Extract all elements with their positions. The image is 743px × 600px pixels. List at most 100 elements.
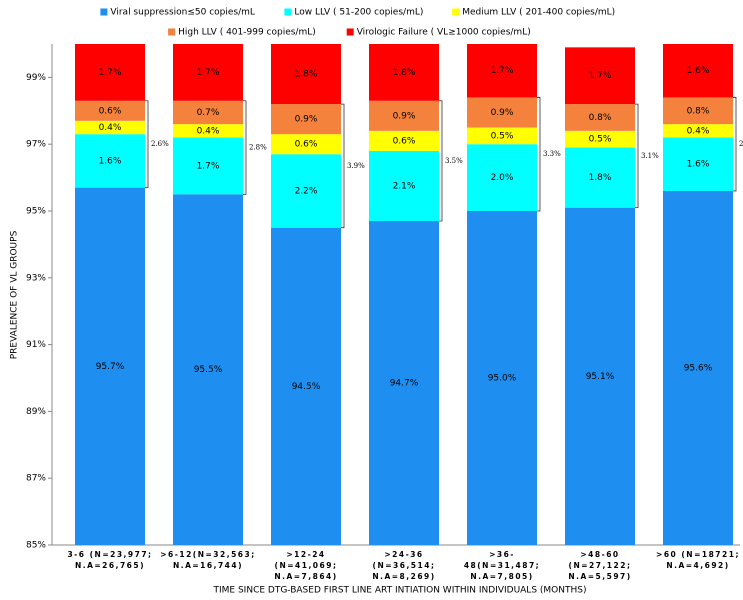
x-tick-label-box: >6-12(N=32,563; N.A=16,744) xyxy=(160,550,256,570)
data-label: 1.7% xyxy=(197,68,220,78)
bar-segment xyxy=(369,44,439,101)
bar-segment xyxy=(467,144,537,211)
bracket-label: 3.9% xyxy=(347,162,365,170)
y-tick-label: 87% xyxy=(26,474,46,484)
data-label: 95.5% xyxy=(194,365,223,375)
bar-segment xyxy=(75,187,145,545)
bar-segment xyxy=(467,44,537,98)
bracket-label: 3.1% xyxy=(641,152,659,160)
data-label: 1.8% xyxy=(393,68,416,78)
bar-segment xyxy=(565,207,635,545)
bar-segment xyxy=(663,137,733,191)
data-label: 0.7% xyxy=(197,108,220,118)
data-label: 2.1% xyxy=(393,181,416,191)
legend-swatch xyxy=(168,28,176,36)
bar-segment xyxy=(467,97,537,128)
data-label: 95.1% xyxy=(586,372,615,382)
data-label: 0.8% xyxy=(589,113,612,123)
bar-segment xyxy=(467,127,537,145)
bracket xyxy=(145,100,149,189)
x-tick-label-box: 3-6 (N=23,977; N.A=26,765) xyxy=(67,550,153,570)
x-tick-label-box: >36-48(N=31,487; N.A=7,805) xyxy=(464,550,539,581)
bar-segment xyxy=(369,130,439,151)
y-tick-label: 97% xyxy=(26,140,46,150)
x-tick-label: >60 (N=18721; N.A=4,692) xyxy=(656,550,740,570)
legend-label: Medium LLV ( 201-400 copies/mL) xyxy=(462,8,615,18)
x-tick-label: 3-6 (N=23,977; N.A=26,765) xyxy=(67,550,153,570)
data-label: 1.6% xyxy=(687,160,710,170)
x-axis-label: TIME SINCE DTG-BASED FIRST LINE ART INTI… xyxy=(213,586,587,596)
y-tick-label: 93% xyxy=(26,273,46,283)
x-tick-label: >12-24 (N=41,069; N.A=7,864) xyxy=(274,550,338,581)
legend-swatch xyxy=(100,8,108,16)
bar-segment xyxy=(173,194,243,546)
data-label: 0.9% xyxy=(491,108,514,118)
bar-segment xyxy=(369,150,439,222)
bar-segment xyxy=(565,130,635,148)
data-label: 2.0% xyxy=(491,173,514,183)
y-tick-label: 89% xyxy=(26,407,46,417)
data-label: 1.7% xyxy=(589,71,612,81)
data-label: 0.5% xyxy=(491,131,514,141)
data-label: 1.6% xyxy=(687,66,710,76)
bracket xyxy=(341,103,345,229)
data-label: 2.2% xyxy=(295,186,318,196)
x-tick-label: >6-12(N=32,563; N.A=16,744) xyxy=(160,550,256,570)
legend-label: Low LLV ( 51-200 copies/mL) xyxy=(294,8,423,18)
x-tick-label-box: >12-24 (N=41,069; N.A=7,864) xyxy=(274,550,338,581)
data-label: 1.7% xyxy=(491,66,514,76)
data-label: 0.6% xyxy=(99,106,122,116)
bar-segment xyxy=(369,100,439,131)
bar-segment xyxy=(173,124,243,138)
data-label: 1.8% xyxy=(589,173,612,183)
bar-segment xyxy=(369,221,439,545)
data-label: 1.7% xyxy=(197,161,220,171)
data-label: 0.9% xyxy=(393,111,416,121)
data-label: 0.9% xyxy=(295,115,318,125)
bar-segment xyxy=(271,154,341,228)
legend-label: High LLV ( 401-999 copies/mL) xyxy=(178,28,316,38)
data-label: 0.4% xyxy=(197,126,220,136)
data-label: 0.8% xyxy=(687,106,710,116)
data-label: 0.4% xyxy=(99,123,122,133)
bar-segment xyxy=(565,47,635,105)
bar-segment xyxy=(271,134,341,155)
bracket-label: 2.8% xyxy=(739,140,743,148)
y-tick-label: 91% xyxy=(26,340,46,350)
bar-segment xyxy=(467,211,537,545)
bar-segment xyxy=(173,44,243,101)
bar-segment xyxy=(75,134,145,188)
bar-segment xyxy=(271,104,341,135)
data-label: 1.8% xyxy=(295,70,318,80)
data-label: 0.6% xyxy=(393,136,416,146)
bar-segment xyxy=(271,227,341,545)
x-tick-label-box: >24-36 (N=36,514; N.A=8,269) xyxy=(372,550,436,581)
data-label: 95.6% xyxy=(684,363,713,373)
x-tick-label-box: >60 (N=18721; N.A=4,692) xyxy=(656,550,740,570)
bar-segment xyxy=(75,100,145,121)
bracket-label: 2.8% xyxy=(249,144,267,152)
bar-segment xyxy=(663,190,733,545)
x-tick-label: >24-36 (N=36,514; N.A=8,269) xyxy=(372,550,436,581)
legend-swatch xyxy=(284,8,292,16)
bracket xyxy=(439,100,443,222)
bracket xyxy=(733,97,737,192)
data-label: 0.6% xyxy=(295,140,318,150)
bracket xyxy=(635,103,639,209)
data-label: 95.7% xyxy=(96,362,125,372)
bracket-label: 3.3% xyxy=(543,150,561,158)
legend-swatch xyxy=(346,28,354,36)
bar-segment xyxy=(565,104,635,131)
y-tick-label: 95% xyxy=(26,207,46,217)
data-label: 95.0% xyxy=(488,374,517,384)
legend-swatch xyxy=(452,8,460,16)
bar-segment xyxy=(75,120,145,135)
bar-segment xyxy=(75,44,145,101)
data-label: 1.6% xyxy=(99,156,122,166)
bracket-label: 3.5% xyxy=(445,157,463,165)
bracket xyxy=(537,97,541,212)
bar-segment xyxy=(663,124,733,138)
data-label: 1.7% xyxy=(99,68,122,78)
x-tick-label-box: >48-60 (N=27,122; N.A=5,597) xyxy=(568,550,630,581)
